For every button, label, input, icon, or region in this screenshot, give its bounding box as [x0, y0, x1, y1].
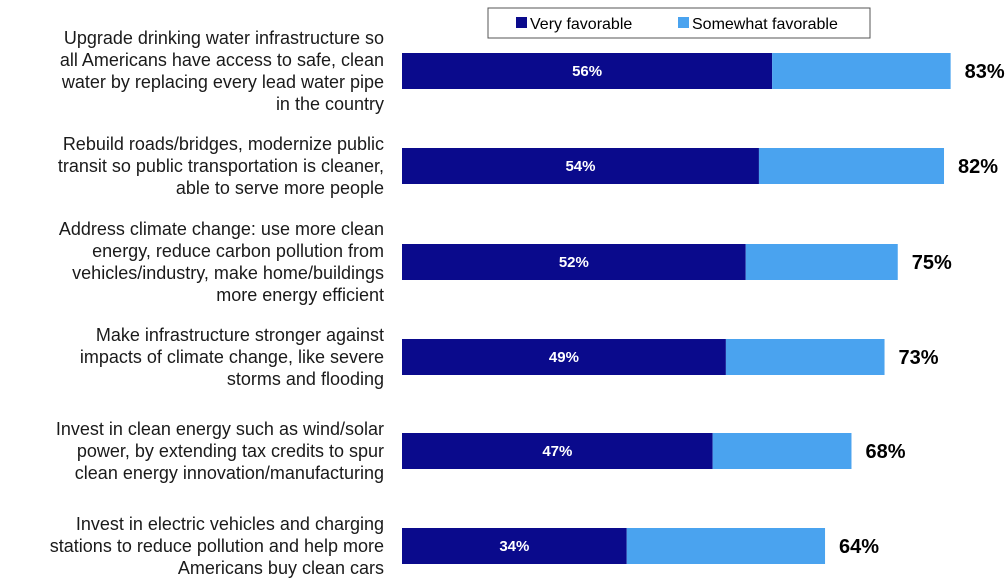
bar-very-favorable — [402, 528, 627, 564]
category-label-line: transit so public transportation is clea… — [58, 156, 384, 176]
category-label-line: Address climate change: use more clean — [59, 219, 384, 239]
legend: Very favorable Somewhat favorable — [487, 7, 871, 39]
bar-very-favorable — [402, 244, 746, 280]
category-label-5: Invest in clean energy such as wind/sola… — [56, 419, 384, 483]
category-label-6: Invest in electric vehicles and charging… — [50, 514, 384, 578]
bars-group: Upgrade drinking water infrastructure so… — [50, 28, 1005, 578]
bar-somewhat-favorable — [626, 528, 826, 564]
category-label-line: water by replacing every lead water pipe — [61, 72, 384, 92]
category-label-line: impacts of climate change, like severe — [80, 347, 384, 367]
bar-value-label: 54% — [565, 158, 595, 175]
category-label-line: Upgrade drinking water infrastructure so — [64, 28, 384, 48]
total-value-label: 68% — [865, 441, 905, 463]
category-label-line: vehicles/industry, make home/buildings — [72, 263, 384, 283]
category-label-line: Americans buy clean cars — [178, 558, 384, 578]
legend-label-very: Very favorable — [530, 16, 632, 33]
total-value-label: 83% — [965, 61, 1005, 83]
category-label-line: in the country — [276, 94, 384, 114]
legend-swatch-somewhat — [678, 17, 689, 28]
bar-value-label: 56% — [572, 63, 602, 80]
legend-swatch-very — [516, 17, 527, 28]
bar-value-label: 49% — [549, 349, 579, 366]
category-label-line: power, by extending tax credits to spur — [77, 441, 384, 461]
category-label-1: Upgrade drinking water infrastructure so… — [60, 28, 384, 114]
total-value-label: 82% — [958, 156, 998, 178]
bar-value-label: 52% — [559, 254, 589, 271]
bar-somewhat-favorable — [758, 148, 945, 184]
bar-value-label: 47% — [542, 443, 572, 460]
category-label-line: Make infrastructure stronger against — [96, 325, 384, 345]
bar-somewhat-favorable — [712, 433, 852, 469]
category-label-line: clean energy innovation/manufacturing — [75, 463, 384, 483]
bar-very-favorable — [402, 53, 773, 89]
category-label-line: Invest in clean energy such as wind/sola… — [56, 419, 384, 439]
category-label-line: all Americans have access to safe, clean — [60, 50, 384, 70]
bar-very-favorable — [402, 148, 759, 184]
category-label-line: stations to reduce pollution and help mo… — [50, 536, 384, 556]
bar-somewhat-favorable — [725, 339, 885, 375]
total-value-label: 64% — [839, 536, 879, 558]
total-value-label: 73% — [899, 347, 939, 369]
bar-value-label: 34% — [499, 538, 529, 555]
bar-very-favorable — [402, 433, 713, 469]
category-label-line: Invest in electric vehicles and charging — [76, 514, 384, 534]
category-label-2: Rebuild roads/bridges, modernize public t… — [58, 134, 384, 198]
category-label-line: storms and flooding — [227, 369, 384, 389]
category-label-4: Make infrastructure stronger against impa… — [80, 325, 384, 389]
legend-label-somewhat: Somewhat favorable — [692, 16, 838, 33]
category-label-line: more energy efficient — [216, 285, 384, 305]
bar-somewhat-favorable — [745, 244, 898, 280]
bar-very-favorable — [402, 339, 726, 375]
category-label-line: energy, reduce carbon pollution from — [92, 241, 384, 261]
category-label-line: able to serve more people — [176, 178, 384, 198]
category-label-line: Rebuild roads/bridges, modernize public — [63, 134, 384, 154]
category-label-3: Address climate change: use more clean en… — [59, 219, 384, 305]
total-value-label: 75% — [912, 252, 952, 274]
bar-somewhat-favorable — [772, 53, 951, 89]
